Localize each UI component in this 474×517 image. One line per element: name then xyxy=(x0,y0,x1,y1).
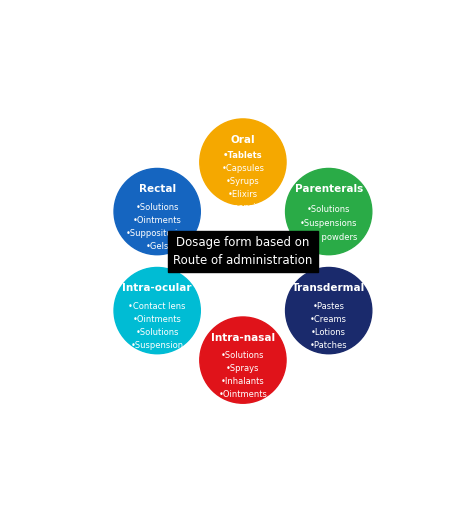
Text: •Patches: •Patches xyxy=(310,341,347,349)
Text: •Solutions: •Solutions xyxy=(221,351,264,360)
Text: •Solutions: •Solutions xyxy=(136,203,179,212)
Circle shape xyxy=(285,267,372,354)
Text: •Suspensions: •Suspensions xyxy=(214,203,272,212)
Text: Oral: Oral xyxy=(231,134,255,145)
Text: Rectal: Rectal xyxy=(138,184,176,194)
Text: •Lotions: •Lotions xyxy=(311,328,346,337)
Circle shape xyxy=(200,119,286,205)
Text: •Ointments: •Ointments xyxy=(133,315,182,324)
Text: •Inhalants: •Inhalants xyxy=(221,377,265,386)
Text: •Sprays: •Sprays xyxy=(226,364,260,373)
Text: •Suppositories: •Suppositories xyxy=(126,229,188,238)
Text: •Elixirs: •Elixirs xyxy=(228,190,258,199)
Text: •Capsules: •Capsules xyxy=(221,164,264,173)
Text: •Suspension: •Suspension xyxy=(131,341,184,349)
Text: Intra-nasal: Intra-nasal xyxy=(211,332,275,343)
Text: •Tablets: •Tablets xyxy=(223,151,263,160)
Circle shape xyxy=(114,169,201,255)
Circle shape xyxy=(285,169,372,255)
Text: •Creams: •Creams xyxy=(310,315,347,324)
Text: Intra-ocular: Intra-ocular xyxy=(122,283,192,293)
Text: •Solutions: •Solutions xyxy=(136,328,179,337)
Text: •Gels: •Gels xyxy=(146,241,169,251)
Text: •Ointments: •Ointments xyxy=(219,390,267,399)
Text: •Pastes: •Pastes xyxy=(313,302,345,311)
Text: Transdermal: Transdermal xyxy=(292,283,365,293)
Text: Parenterals: Parenterals xyxy=(294,184,363,194)
Text: Dosage form based on
Route of administration: Dosage form based on Route of administra… xyxy=(173,236,313,267)
Text: •Ointments: •Ointments xyxy=(133,216,182,225)
Circle shape xyxy=(200,317,286,403)
Text: •Dry powders: •Dry powders xyxy=(300,233,358,241)
Text: •Contact lens: •Contact lens xyxy=(128,302,186,311)
Circle shape xyxy=(114,267,201,354)
Text: •Solutions: •Solutions xyxy=(307,205,350,214)
Text: •Suspensions: •Suspensions xyxy=(300,219,357,227)
Text: •Syrups: •Syrups xyxy=(226,177,260,186)
